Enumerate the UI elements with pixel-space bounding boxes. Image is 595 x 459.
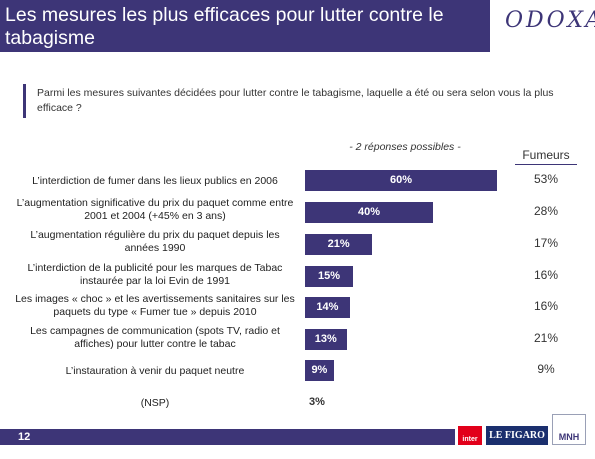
title-band	[0, 0, 490, 52]
bar-value-label: 40%	[357, 205, 381, 218]
category-label: (NSP)	[140, 397, 170, 409]
footer-band	[0, 429, 455, 445]
le-figaro-logo: LE FIGARO	[486, 426, 548, 445]
bar	[305, 359, 334, 381]
odoxa-logo: ODOXA	[505, 8, 595, 33]
bar-value-label: 21%	[327, 237, 350, 250]
category-label: L’instauration à venir du paquet neutre	[65, 365, 245, 377]
responses-note: - 2 réponses possibles -	[349, 141, 461, 153]
bar	[305, 233, 373, 255]
fumeurs-value: 21%	[533, 331, 559, 345]
bar	[305, 328, 347, 350]
category-label: L’interdiction de fumer dans les lieux p…	[32, 175, 278, 187]
category-label: L’interdiction de la publicité pour les …	[27, 262, 283, 287]
bar-value-label: 14%	[316, 300, 339, 313]
category-label: Les images « choc » et les avertissement…	[15, 293, 295, 318]
fumeurs-header: Fumeurs	[522, 148, 570, 162]
bar	[305, 296, 350, 318]
fumeurs-header-rule	[515, 164, 577, 165]
fumeurs-value: 28%	[533, 204, 559, 218]
bar-value-label: 13%	[314, 332, 337, 345]
fumeurs-value: 9%	[537, 362, 555, 376]
page-title: Les mesures les plus efficaces pour lutt…	[5, 4, 444, 49]
bar-value-label: 15%	[317, 269, 341, 282]
france-inter-logo: inter	[458, 426, 482, 445]
bar	[305, 169, 497, 191]
mnh-logo: MNH	[552, 414, 586, 445]
question-accent-bar	[23, 84, 26, 118]
logo-box	[490, 0, 595, 52]
fumeurs-value: 53%	[533, 172, 559, 186]
category-label: L’augmentation significative du prix du …	[16, 197, 294, 222]
category-label: L’augmentation régulière du prix du paqu…	[30, 229, 280, 254]
fumeurs-value: 16%	[533, 268, 559, 282]
bar-value-label: 9%	[311, 363, 328, 376]
bar	[305, 265, 353, 287]
bar	[305, 201, 433, 223]
page-number: 12	[18, 431, 31, 443]
bar-value-label: 3%	[309, 395, 325, 408]
fumeurs-value: 16%	[533, 299, 559, 313]
survey-question: Parmi les mesures suivantes décidées pou…	[37, 87, 554, 114]
fumeurs-value: 17%	[533, 236, 559, 250]
bar-value-label: 60%	[389, 173, 413, 186]
category-label: Les campagnes de communication (spots TV…	[30, 325, 280, 350]
